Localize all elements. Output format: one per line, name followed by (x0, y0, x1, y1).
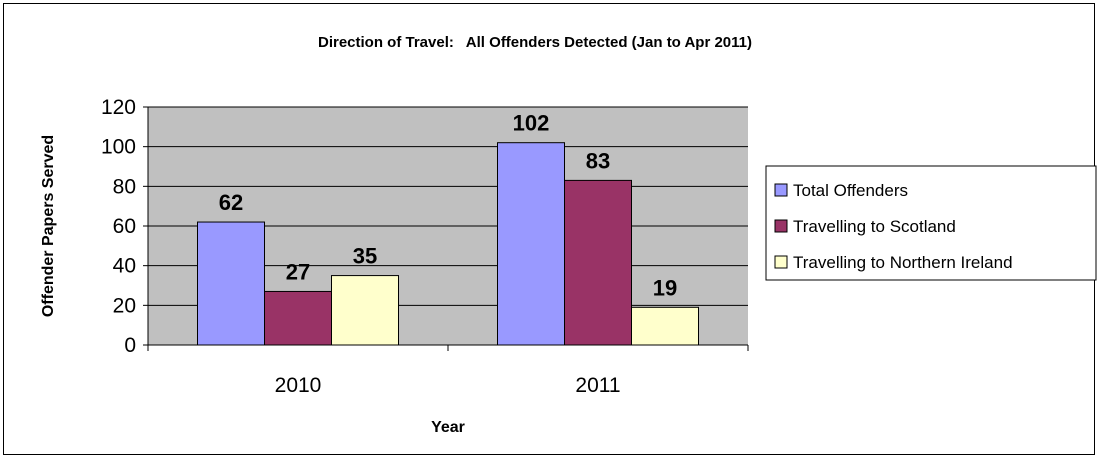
bar (331, 275, 399, 346)
legend-label: Travelling to Scotland (793, 217, 956, 236)
legend-label: Total Offenders (793, 181, 908, 200)
x-tick-label: 2011 (575, 374, 620, 397)
x-tick-label: 2010 (275, 374, 322, 397)
legend-swatch (774, 183, 788, 197)
bar (197, 221, 265, 346)
legend-swatch (774, 255, 788, 269)
legend-box (765, 165, 1097, 281)
data-label: 83 (586, 148, 610, 173)
y-tick-label: 120 (101, 96, 136, 119)
y-tick-label: 0 (124, 334, 136, 357)
y-tick-labels: 0 20 40 60 80 100 120 (101, 96, 136, 357)
x-axis-label: Year (431, 419, 465, 436)
legend-swatch (774, 219, 788, 233)
axes (143, 106, 749, 351)
data-labels: 62 102 27 83 35 19 (219, 111, 677, 301)
y-tick-label: 100 (101, 136, 136, 159)
chart-title: Direction of Travel: All Offenders Detec… (318, 34, 752, 51)
data-label: 62 (219, 190, 243, 215)
y-axis-label: Offender Papers Served (40, 135, 57, 317)
data-label: 19 (653, 275, 677, 300)
y-tick-label: 20 (113, 294, 136, 317)
legend-label: Travelling to Northern Ireland (793, 253, 1013, 272)
bar (497, 142, 565, 346)
y-tick-label: 80 (113, 175, 136, 198)
data-label: 102 (513, 111, 550, 136)
data-label: 35 (353, 244, 377, 269)
x-tick-labels: 2010 2011 (275, 374, 621, 397)
y-tick-label: 40 (113, 255, 136, 278)
legend: Total Offenders Travelling to Scotland Tra… (765, 165, 1097, 281)
y-tick-label: 60 (113, 215, 136, 238)
bar (564, 179, 632, 346)
bar (264, 290, 332, 346)
bar (631, 306, 699, 346)
data-label: 27 (286, 259, 310, 284)
